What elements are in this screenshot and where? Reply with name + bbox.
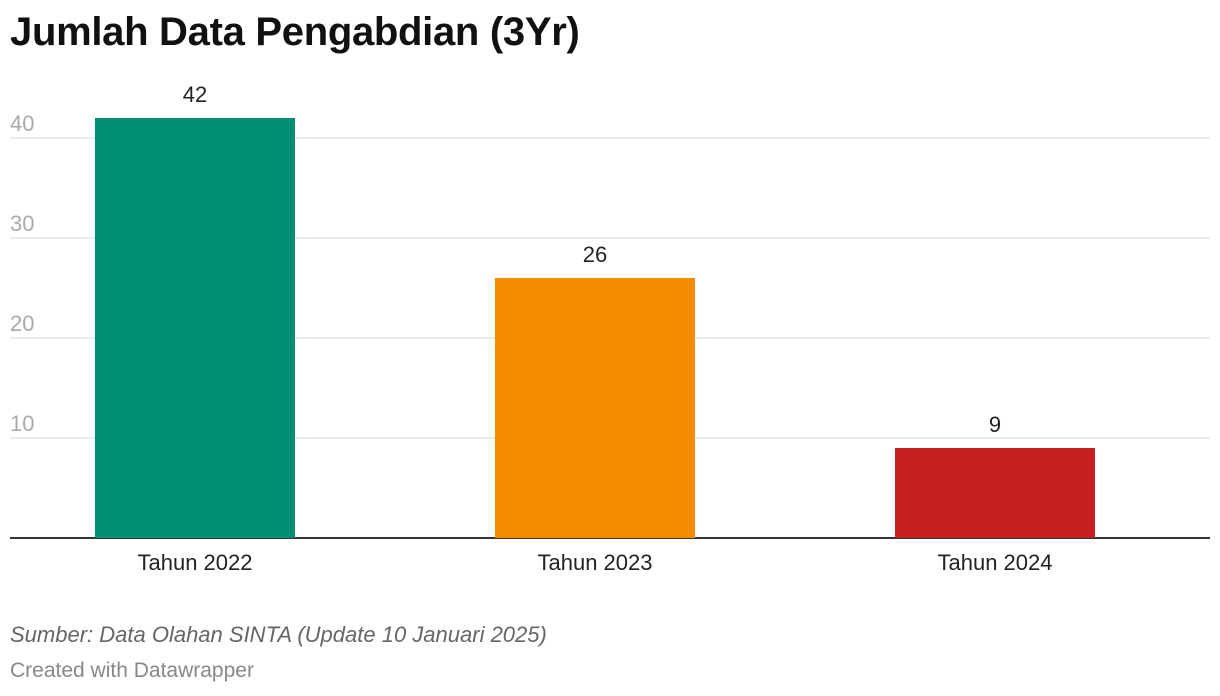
bar-2 (495, 278, 695, 538)
y-tick-label-20: 20 (10, 311, 34, 336)
category-label-1: Tahun 2022 (138, 550, 253, 575)
y-tick-label-30: 30 (10, 211, 34, 236)
chart-title: Jumlah Data Pengabdian (3Yr) (10, 10, 580, 54)
bar-1 (95, 118, 295, 538)
bars (95, 118, 1095, 538)
value-label-3: 9 (989, 412, 1001, 437)
y-tick-label-10: 10 (10, 411, 34, 436)
value-label-2: 26 (583, 242, 607, 267)
bar-chart: 10 20 30 40 42 Tahun 2022 26 Tahun 2023 9 Tahun 2… (10, 82, 1210, 575)
category-label-2: Tahun 2023 (538, 550, 653, 575)
labels: 10 20 30 40 42 Tahun 2022 26 Tahun 2023 9 Tahun 2… (10, 82, 1053, 575)
value-label-1: 42 (183, 82, 207, 107)
category-label-3: Tahun 2024 (938, 550, 1053, 575)
source-note: Sumber: Data Olahan SINTA (Update 10 Jan… (10, 622, 547, 647)
credit-note[interactable]: Created with Datawrapper (10, 659, 254, 682)
bar-3 (895, 448, 1095, 538)
y-tick-label-40: 40 (10, 111, 34, 136)
